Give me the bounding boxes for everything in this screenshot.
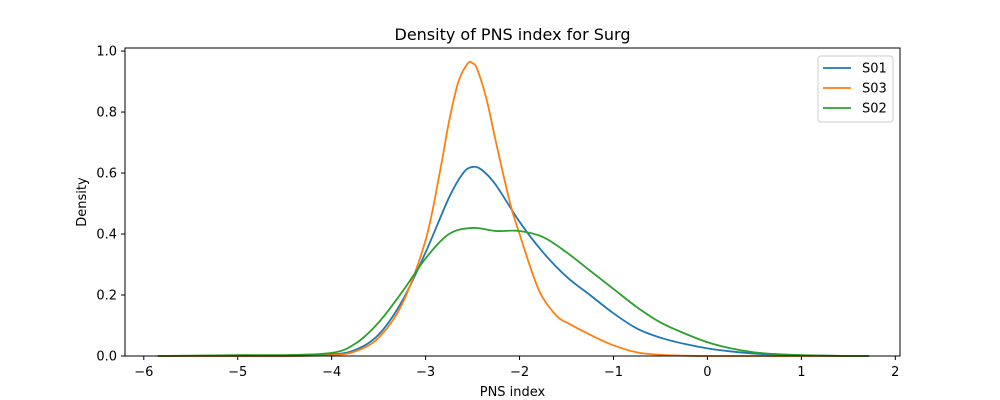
plot-frame	[124, 47, 901, 357]
x-tick-label: −6	[134, 365, 153, 380]
x-tick-label: −1	[604, 365, 623, 380]
x-tick-label: −2	[510, 365, 529, 380]
series-line-s02	[157, 226, 869, 357]
legend-box	[817, 55, 894, 123]
y-tick-label: 0.2	[96, 289, 117, 304]
series-line-s01	[157, 165, 869, 357]
series-line-s03	[157, 60, 869, 357]
legend: S01 S03 S02	[817, 55, 894, 123]
y-axis-ticks: 0.0 0.2 0.4 0.6 0.8 1.0	[96, 45, 125, 365]
x-tick-label: −3	[416, 365, 435, 380]
y-tick-label: 0.0	[96, 350, 117, 365]
y-axis-label: Density	[75, 177, 90, 227]
plot-lines	[157, 60, 869, 357]
legend-label: S01	[862, 62, 887, 77]
x-tick-label: −5	[228, 365, 247, 380]
x-tick-label: 2	[891, 365, 899, 380]
y-tick-label: 0.6	[96, 167, 117, 182]
x-tick-label: −4	[322, 365, 341, 380]
legend-label: S02	[862, 102, 887, 117]
y-tick-label: 0.4	[96, 228, 117, 243]
y-tick-label: 1.0	[96, 45, 117, 60]
x-axis-ticks: −6 −5 −4 −3 −2 −1 0 1 2	[134, 356, 899, 380]
x-tick-label: 0	[703, 365, 711, 380]
chart-title: Density of PNS index for Surg	[395, 25, 631, 44]
legend-label: S03	[862, 82, 887, 97]
x-axis-label: PNS index	[480, 385, 546, 400]
y-tick-label: 0.8	[96, 106, 117, 121]
x-tick-label: 1	[797, 365, 805, 380]
